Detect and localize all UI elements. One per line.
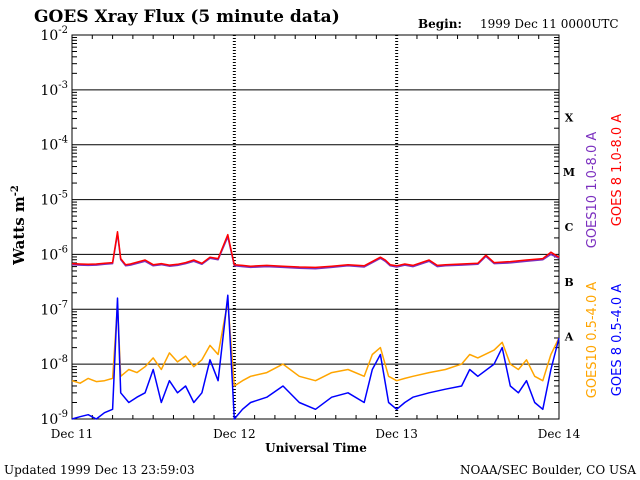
grid-layer bbox=[72, 35, 559, 419]
y-tick-base: 10 bbox=[40, 247, 58, 263]
y-tick-exp: -7 bbox=[58, 299, 68, 310]
x-tick-label: Dec 12 bbox=[213, 427, 256, 441]
flare-class-label: C bbox=[565, 221, 574, 234]
flare-class-label: X bbox=[565, 111, 574, 124]
series-line-0 bbox=[71, 232, 560, 270]
legend-entry: GOES10 1.0-8.0 A bbox=[585, 132, 600, 249]
flare-class-label: A bbox=[564, 331, 574, 344]
x-tick-label: Dec 11 bbox=[51, 427, 94, 441]
footer-credit: NOAA/SEC Boulder, CO USA bbox=[460, 463, 636, 477]
y-axis-label-text: Watts m bbox=[10, 196, 28, 266]
y-tick-base: 10 bbox=[40, 193, 58, 209]
y-tick-exp: -2 bbox=[58, 25, 68, 36]
y-tick-label: 10-9 bbox=[40, 409, 68, 428]
flare-class-label: M bbox=[563, 166, 575, 179]
y-tick-exp: -8 bbox=[58, 354, 68, 365]
legend-entry: GOES 8 1.0-8.0 A bbox=[610, 114, 625, 226]
series-line-3 bbox=[71, 294, 560, 420]
y-tick-label: 10-4 bbox=[40, 135, 68, 154]
y-axis-label-sup: -2 bbox=[10, 185, 21, 196]
footer-updated: Updated 1999 Dec 13 23:59:03 bbox=[4, 463, 195, 477]
legend-entry: GOES 8 0.5-4.0 A bbox=[610, 284, 625, 396]
x-axis-label: Universal Time bbox=[265, 441, 367, 455]
x-tick-layer: Dec 11 Dec 12 Dec 13 Dec 14 bbox=[51, 35, 581, 441]
y-tick-exp: -5 bbox=[58, 190, 68, 201]
y-tick-label: 10-3 bbox=[40, 80, 68, 99]
y-tick-label: 10-6 bbox=[40, 244, 68, 263]
series-line-1 bbox=[71, 230, 560, 269]
y-axis-label: Watts m-2 bbox=[10, 185, 28, 266]
begin-value: 1999 Dec 11 0000UTC bbox=[480, 17, 619, 31]
y-tick-exp: -9 bbox=[58, 409, 68, 420]
x-tick-label: Dec 14 bbox=[538, 427, 581, 441]
legend-layer: GOES10 1.0-8.0 A GOES 8 1.0-8.0 A GOES10 0… bbox=[585, 114, 625, 399]
y-tick-label: 10-7 bbox=[40, 299, 68, 318]
x-tick-label: Dec 13 bbox=[375, 427, 418, 441]
y-tick-label: 10-8 bbox=[40, 354, 68, 373]
series-layer bbox=[71, 230, 560, 420]
series-line-2 bbox=[71, 300, 560, 387]
y-tick-base: 10 bbox=[40, 28, 58, 44]
y-tick-exp: -6 bbox=[58, 244, 68, 255]
legend-entry: GOES10 0.5-4.0 A bbox=[585, 282, 600, 399]
begin-label: Begin: bbox=[418, 17, 462, 31]
y-tick-base: 10 bbox=[40, 83, 58, 99]
y-tick-exp: -3 bbox=[58, 80, 68, 91]
y-tick-exp: -4 bbox=[58, 135, 68, 146]
flare-class-label: B bbox=[564, 276, 573, 289]
y-tick-base: 10 bbox=[40, 138, 58, 154]
flare-class-layer: X M C B A bbox=[563, 111, 575, 343]
chart-title: GOES Xray Flux (5 minute data) bbox=[34, 7, 340, 27]
y-tick-label: 10-2 bbox=[40, 25, 68, 44]
y-tick-base: 10 bbox=[40, 412, 58, 428]
y-tick-layer: 10-210-310-410-510-610-710-810-9 bbox=[40, 25, 559, 428]
plot-frame bbox=[71, 34, 560, 420]
y-tick-base: 10 bbox=[40, 357, 58, 373]
y-tick-label: 10-5 bbox=[40, 190, 68, 209]
y-tick-base: 10 bbox=[40, 302, 58, 318]
